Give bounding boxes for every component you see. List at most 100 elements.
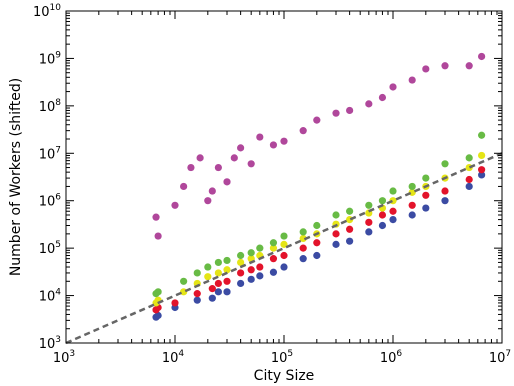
- data-point: [154, 288, 162, 296]
- data-point: [422, 174, 430, 182]
- data-point: [378, 221, 387, 230]
- data-point: [346, 106, 354, 115]
- y-tick-label: 109: [39, 50, 62, 67]
- data-point: [389, 187, 397, 195]
- data-point: [171, 201, 179, 209]
- x-tick-label: 104: [162, 349, 185, 366]
- data-point: [237, 258, 245, 267]
- y-tick-label: 1010: [33, 3, 61, 20]
- data-point: [332, 240, 340, 248]
- data-point: [154, 232, 162, 240]
- data-point: [171, 299, 179, 307]
- data-point: [441, 187, 449, 195]
- data-point: [441, 62, 449, 70]
- y-axis-label: Number of Workers (shifted): [8, 78, 24, 276]
- data-point: [214, 163, 222, 172]
- data-point: [247, 275, 255, 283]
- data-point: [280, 137, 288, 145]
- data-point: [196, 154, 204, 162]
- data-point: [237, 251, 245, 260]
- data-point: [214, 288, 222, 296]
- data-point: [389, 215, 397, 224]
- data-point: [187, 163, 195, 172]
- data-point: [408, 76, 416, 84]
- data-point: [208, 294, 216, 302]
- data-point: [247, 266, 255, 274]
- data-point: [180, 182, 188, 191]
- data-point: [214, 279, 222, 288]
- data-point: [478, 151, 486, 160]
- data-point: [280, 263, 288, 271]
- data-point: [422, 65, 430, 73]
- data-point: [478, 171, 486, 179]
- x-tick-label: 106: [380, 349, 403, 366]
- data-point: [230, 154, 238, 162]
- data-point: [280, 251, 288, 260]
- data-point: [269, 239, 278, 247]
- data-point: [180, 277, 188, 285]
- data-point: [152, 213, 160, 221]
- y-tick-label: 107: [39, 145, 61, 162]
- data-point: [313, 116, 321, 124]
- y-tick-label: 108: [39, 98, 62, 115]
- data-point: [365, 100, 373, 108]
- data-point: [478, 52, 486, 61]
- data-point: [256, 263, 264, 271]
- data-point: [313, 239, 321, 247]
- data-point: [389, 207, 397, 215]
- data-point: [193, 269, 201, 277]
- data-point: [299, 244, 307, 252]
- data-point: [204, 197, 212, 205]
- data-point: [214, 269, 222, 277]
- data-point: [223, 266, 231, 274]
- x-axis-label: City Size: [254, 368, 315, 384]
- data-point: [269, 255, 278, 263]
- data-point: [465, 154, 473, 162]
- data-point: [214, 258, 222, 267]
- data-point: [299, 127, 307, 135]
- data-point: [154, 311, 162, 320]
- data-point: [223, 277, 231, 285]
- x-tick-label: 107: [489, 349, 511, 366]
- data-point: [208, 187, 216, 195]
- y-tick-label: 106: [39, 193, 62, 210]
- data-point: [256, 244, 264, 252]
- data-point: [441, 197, 449, 205]
- data-point: [441, 160, 449, 168]
- x-tick-label: 103: [53, 349, 75, 366]
- data-point: [478, 166, 486, 174]
- data-point: [237, 144, 245, 152]
- data-point: [247, 249, 255, 257]
- y-tick-label: 103: [39, 335, 61, 352]
- y-tick-label: 104: [39, 288, 62, 305]
- data-point: [332, 230, 340, 238]
- data-point: [365, 228, 373, 236]
- data-point: [299, 255, 307, 263]
- data-point: [332, 211, 340, 219]
- data-point: [193, 290, 201, 298]
- data-point: [365, 201, 373, 209]
- data-point: [408, 201, 416, 209]
- data-point: [204, 263, 212, 271]
- data-point: [332, 109, 340, 117]
- data-point: [208, 285, 216, 293]
- y-tick-label: 105: [39, 240, 61, 257]
- data-point: [223, 256, 231, 265]
- data-point: [193, 296, 201, 304]
- x-tick-label: 105: [271, 349, 293, 366]
- data-point: [378, 93, 387, 102]
- data-point: [408, 182, 416, 191]
- data-point: [478, 131, 486, 139]
- data-point: [378, 197, 387, 205]
- data-point: [422, 191, 430, 199]
- data-point: [223, 288, 231, 296]
- data-point: [256, 272, 264, 280]
- data-point: [256, 133, 264, 141]
- data-point: [408, 211, 416, 219]
- data-point: [346, 207, 354, 215]
- data-point: [269, 268, 278, 276]
- data-point: [204, 273, 212, 281]
- axes-frame: [65, 10, 503, 344]
